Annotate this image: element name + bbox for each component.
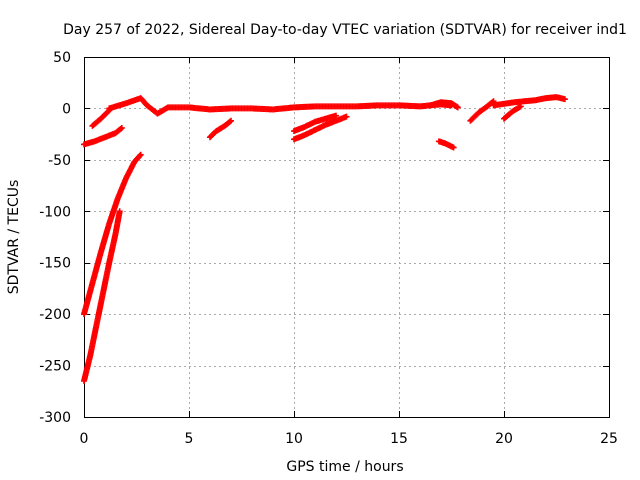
y-tick-label: 50 [53, 50, 71, 66]
series-arc-20h [501, 103, 524, 122]
x-axis-ticks: 0 5 10 15 20 25 [80, 57, 618, 447]
x-tick-label: 5 [185, 431, 194, 447]
y-tick-label: -300 [39, 410, 71, 426]
series-arc-start [81, 124, 125, 148]
y-tick-label: 0 [62, 101, 71, 117]
y-axis-label: SDTVAR / TECUs [6, 180, 22, 295]
plot-area [84, 57, 610, 418]
data-point [226, 118, 233, 125]
y-tick-label: -200 [39, 307, 71, 323]
x-tick-label: 10 [285, 431, 303, 447]
y-tick-label: -50 [48, 153, 71, 169]
series-arc-17h-low [435, 138, 457, 151]
series-arc-rise [89, 107, 113, 129]
data-point [116, 208, 123, 215]
chart-title: Day 257 of 2022, Sidereal Day-to-day VTE… [63, 22, 627, 38]
data-point [118, 124, 125, 131]
series-arc-10h [291, 113, 350, 143]
data-point [137, 151, 144, 158]
x-tick-label: 25 [600, 431, 618, 447]
data-point [136, 152, 143, 159]
x-tick-label: 0 [80, 431, 89, 447]
data-point [454, 104, 461, 111]
series-group-late [490, 94, 568, 109]
y-tick-label: -100 [39, 204, 71, 220]
y-axis-ticks: -300 -250 -200 -150 -100 -50 0 50 [39, 50, 609, 426]
data-point [117, 125, 124, 132]
y-tick-label: -150 [39, 256, 71, 272]
data-point [561, 96, 568, 103]
data-point [489, 99, 496, 106]
data-point [450, 144, 457, 151]
data-point [333, 112, 339, 119]
series-group-19h [467, 98, 497, 124]
series-group-17h [427, 99, 461, 111]
data-point [228, 117, 234, 124]
series-arc-steep-upper [81, 151, 144, 318]
series-band-main [106, 95, 455, 117]
x-tick-label: 20 [495, 431, 513, 447]
series-arc-10h-b [291, 112, 339, 135]
data-point [343, 113, 350, 120]
series-arc-steep-lower [81, 208, 123, 384]
series-arc-6h [207, 117, 234, 141]
data-point [105, 108, 112, 115]
data-points [81, 94, 568, 384]
y-tick-label: -250 [39, 359, 71, 375]
x-axis-label: GPS time / hours [286, 459, 403, 475]
x-tick-label: 15 [390, 431, 408, 447]
